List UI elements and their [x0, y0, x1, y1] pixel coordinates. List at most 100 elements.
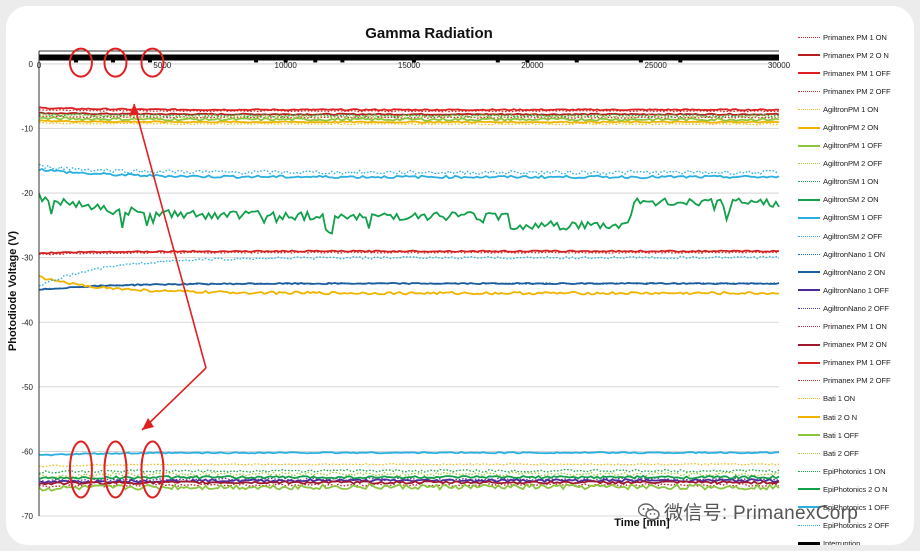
- interruption-mark: [254, 55, 259, 63]
- arrow-up-head: [129, 104, 139, 116]
- legend-swatch: [798, 216, 820, 219]
- interruption-mark: [313, 55, 318, 63]
- highlight-circle-top: [140, 47, 165, 78]
- legend-swatch: [798, 525, 820, 527]
- legend-swatch: [798, 253, 820, 255]
- grid-lines: [39, 63, 779, 517]
- legend-label: Bati 2 OFF: [823, 448, 859, 458]
- series-line: [38, 115, 780, 119]
- chart-title: Gamma Radiation: [365, 25, 493, 42]
- series-line: [38, 463, 780, 468]
- legend-swatch: [798, 488, 820, 491]
- legend-label: Bati 1 ON: [823, 394, 856, 404]
- legend-swatch: [798, 470, 820, 472]
- legend-swatch: [798, 271, 820, 274]
- interruption-mark: [283, 55, 288, 63]
- legend-item: AgiltronSM 1 OFF: [798, 209, 914, 227]
- series-line: [38, 193, 780, 235]
- legend-swatch: [798, 235, 820, 237]
- y-tick-label: -10: [21, 125, 33, 134]
- legend-item: AgiltronPM 1 ON: [798, 100, 914, 118]
- legend-label: EpiPhotonics 2 OFF: [823, 521, 890, 531]
- y-tick-label: -30: [21, 254, 33, 263]
- legend-item: Primanex PM 1 OFF: [798, 354, 914, 372]
- legend-swatch: [798, 380, 820, 382]
- legend-label: AgiltronPM 1 ON: [823, 104, 879, 114]
- interruption-mark: [74, 55, 78, 63]
- highlight-circle-bottom: [103, 440, 128, 499]
- highlight-circle-bottom: [68, 440, 93, 499]
- legend-item: AgiltronNano 1 ON: [798, 245, 914, 263]
- chart-legend: Primanex PM 1 ON Primanex PM 2 O N Primane…: [798, 28, 914, 545]
- legend-label: Primanex PM 2 OFF: [823, 376, 891, 386]
- legend-swatch: [798, 361, 820, 364]
- wechat-icon: [637, 502, 660, 521]
- highlight-circle-top: [103, 47, 128, 78]
- series-line: [38, 255, 780, 287]
- interruption-mark: [678, 55, 683, 63]
- highlight-circle-bottom: [140, 440, 165, 499]
- legend-item: Primanex PM 2 OFF: [798, 372, 914, 390]
- y-tick-label: -20: [21, 189, 33, 198]
- interruption-mark: [148, 55, 152, 63]
- series-line: [38, 281, 780, 291]
- legend-item: EpiPhotonics 2 OFF: [798, 517, 914, 535]
- legend-label: EpiPhotonics 1 OFF: [823, 502, 890, 512]
- legend-label: AgiltronNano 1 ON: [823, 249, 886, 259]
- legend-item: Primanex PM 1 ON: [798, 318, 914, 336]
- legend-item: AgiltronPM 1 OFF: [798, 137, 914, 155]
- arrow-down-head: [142, 418, 154, 430]
- series-line: [38, 483, 780, 492]
- legend-swatch: [798, 326, 820, 328]
- legend-swatch: [798, 163, 820, 165]
- legend-label: AgiltronSM 2 OFF: [823, 231, 883, 241]
- legend-item: EpiPhotonics 2 O N: [798, 480, 914, 498]
- legend-swatch: [798, 452, 820, 454]
- legend-label: AgiltronPM 2 ON: [823, 123, 879, 133]
- legend-item: Primanex PM 2 O N: [798, 46, 914, 64]
- legend-label: AgiltronNano 2 OFF: [823, 303, 889, 313]
- legend-swatch: [798, 541, 820, 545]
- legend-label: AgiltronPM 1 OFF: [823, 141, 883, 151]
- interruption-mark: [574, 55, 579, 63]
- arrow-down-line: [141, 367, 207, 431]
- series-line: [38, 163, 780, 176]
- annotations: [68, 47, 207, 499]
- legend-label: Primanex PM 2 OFF: [823, 86, 891, 96]
- interruption-mark: [411, 55, 416, 63]
- series-line: [38, 113, 780, 119]
- legend-item: Interruption: [798, 535, 914, 545]
- x-tick-label: 10000: [275, 61, 298, 70]
- legend-label: EpiPhotonics 1 ON: [823, 466, 886, 476]
- legend-swatch: [798, 126, 820, 129]
- legend-swatch: [798, 72, 820, 75]
- x-tick-label: 0: [37, 61, 42, 70]
- series-line: [38, 468, 780, 474]
- legend-item: AgiltronSM 2 ON: [798, 191, 914, 209]
- legend-item: Primanex PM 2 ON: [798, 336, 914, 354]
- series-line: [38, 106, 780, 112]
- series-line: [38, 251, 780, 256]
- series-line: [38, 119, 780, 124]
- legend-label: AgiltronSM 1 OFF: [823, 213, 883, 223]
- series-line: [38, 116, 780, 122]
- legend-item: AgiltronPM 2 OFF: [798, 155, 914, 173]
- legend-label: AgiltronPM 2 OFF: [823, 159, 883, 169]
- legend-label: Primanex PM 1 OFF: [823, 358, 891, 368]
- legend-item: Bati 1 ON: [798, 390, 914, 408]
- interruption-mark: [638, 55, 643, 63]
- y-tick-label: -60: [21, 447, 33, 456]
- legend-swatch: [798, 181, 820, 183]
- x-tick-label: 20000: [521, 61, 544, 70]
- legend-label: AgiltronSM 1 ON: [823, 177, 879, 187]
- legend-swatch: [798, 36, 820, 38]
- legend-label: Primanex PM 1 OFF: [823, 68, 891, 78]
- highlight-circle-top: [68, 47, 93, 78]
- legend-label: Bati 2 O N: [823, 412, 858, 422]
- legend-item: AgiltronNano 2 ON: [798, 263, 914, 281]
- series-line: [39, 109, 780, 113]
- legend-label: Primanex PM 2 O N: [823, 50, 889, 60]
- legend-swatch: [798, 307, 820, 309]
- watermark: 微信号: PrimanexCorp: [637, 498, 858, 525]
- legend-item: AgiltronPM 2 ON: [798, 118, 914, 136]
